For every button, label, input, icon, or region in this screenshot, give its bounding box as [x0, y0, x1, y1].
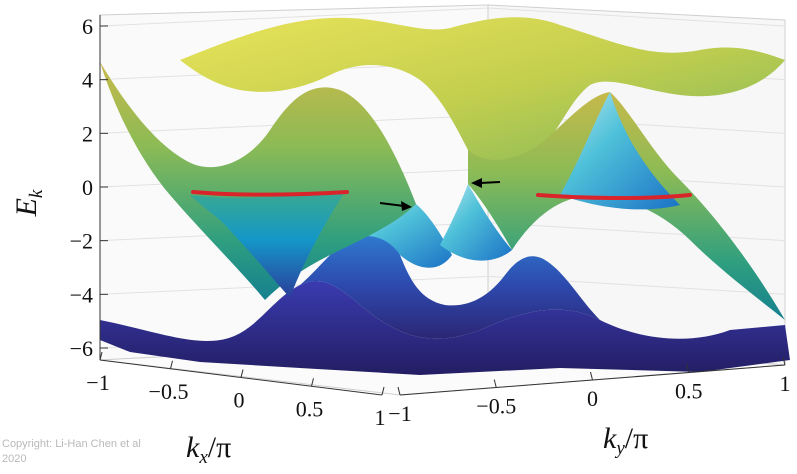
arrow-right	[471, 178, 501, 188]
kx-tick-mark	[311, 378, 314, 387]
ky-tick-label: 1	[780, 371, 791, 396]
lower-band-left	[300, 230, 600, 339]
lower-cone-right	[440, 184, 512, 261]
kx-tick-label: 1	[375, 405, 386, 430]
z-tick-label: −2	[70, 229, 93, 254]
z-axis-title: Ek	[10, 189, 47, 217]
upper-band-left	[100, 62, 416, 300]
copyright-notice: Copyright: Li-Han Chen et al 2020	[2, 438, 141, 465]
ky-tick-label: −0.5	[476, 394, 516, 419]
kx-tick-label: −0.5	[149, 379, 189, 404]
ky-tick-mark	[397, 386, 401, 396]
annotations	[379, 178, 501, 211]
y-axis-title: ky/π	[603, 422, 648, 459]
z-tick-label: −4	[70, 282, 93, 307]
kx-tick-mark	[240, 369, 244, 378]
fermi-line-right	[536, 193, 692, 201]
ky-tick-label: 0	[587, 386, 598, 411]
ky-tick-mark	[686, 364, 690, 373]
kx-tick-mark	[381, 386, 385, 396]
grid-line-z	[99, 7, 489, 27]
ky-tick-label: −1	[388, 401, 411, 426]
z-tick-label: 6	[82, 14, 93, 39]
z-tick-label: 2	[82, 121, 93, 146]
lower-band-floor	[100, 280, 790, 375]
fermi-level	[191, 190, 692, 201]
band-surface	[100, 17, 790, 375]
ky-tick-mark	[590, 371, 593, 381]
arrow-left	[379, 201, 412, 211]
x-axis-title: kx/π	[186, 431, 231, 468]
lower-cone-left	[345, 204, 452, 268]
z-tick-label: 0	[82, 175, 93, 200]
upper-band-top	[180, 17, 785, 166]
upper-cone-right	[560, 92, 680, 210]
kx-tick-label: 0.5	[296, 396, 324, 421]
fermi-line-left	[191, 190, 349, 197]
kx-tick-mark	[170, 360, 173, 369]
kx-tick-mark	[99, 351, 103, 361]
kx-tick-label: −1	[86, 370, 109, 395]
grid-line-z	[487, 7, 786, 27]
ky-tick-mark	[782, 356, 786, 366]
ky-tick-mark	[493, 379, 497, 388]
z-tick-label: 4	[82, 68, 93, 93]
ky-tick-label: 0.5	[675, 379, 703, 404]
kx-tick-label: 0	[234, 388, 245, 413]
upper-cone-left	[190, 192, 345, 298]
z-tick-label: −6	[70, 336, 93, 361]
grid-line-z	[487, 222, 786, 242]
upper-band-right	[468, 92, 785, 320]
